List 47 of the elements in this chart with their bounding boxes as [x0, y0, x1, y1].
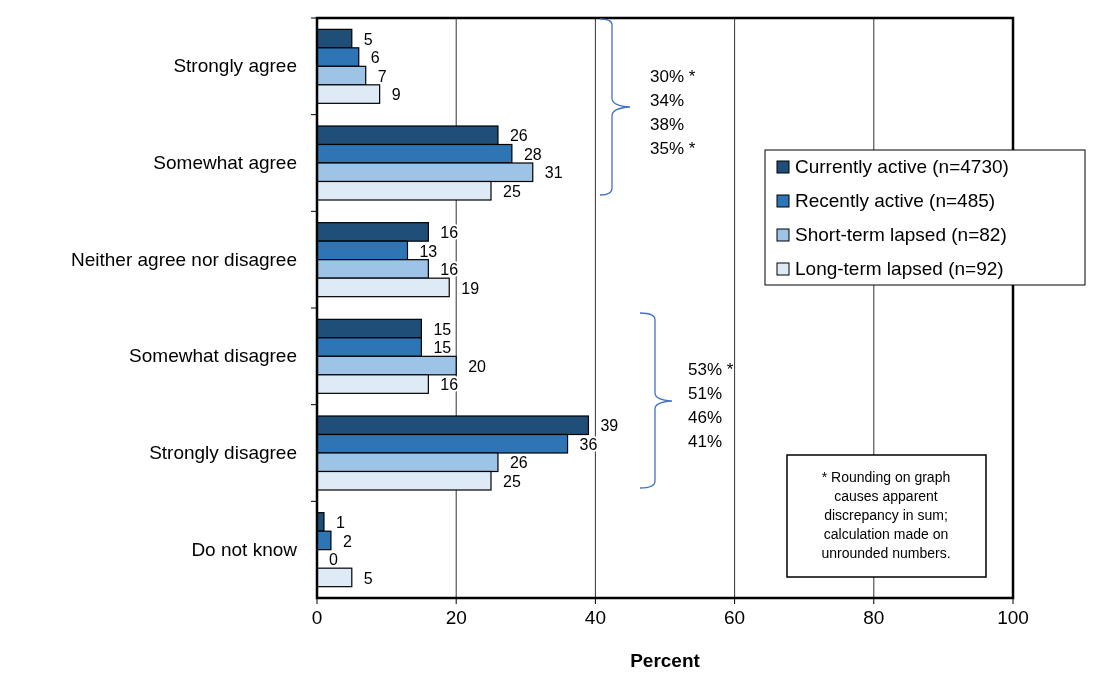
x-tick-label: 20 — [445, 607, 467, 628]
x-tick-label: 80 — [863, 607, 885, 628]
annotation: 46% — [688, 408, 723, 427]
legend-label: Long-term lapsed (n=92) — [795, 258, 1004, 280]
y-tick-label: Somewhat agree — [153, 152, 297, 174]
annotation: 30% * — [650, 67, 696, 86]
data-label: 28 — [523, 145, 542, 163]
x-tick-label: 60 — [724, 607, 746, 628]
data-label: 25 — [503, 182, 521, 200]
data-label: 19 — [461, 279, 480, 297]
x-axis-title: Percent — [630, 650, 701, 671]
x-tick-label: 100 — [997, 607, 1029, 628]
y-tick-label: Neither agree nor disagree — [70, 248, 297, 270]
annotation: 53% * — [688, 360, 734, 379]
data-label: 20 — [468, 357, 487, 375]
data-label: 13 — [419, 242, 438, 260]
legend-label: Recently active (n=485) — [795, 190, 996, 212]
data-label: 25 — [503, 472, 521, 490]
data-label: 5 — [363, 569, 373, 587]
data-label: 2 — [342, 532, 352, 550]
data-label: 26 — [509, 454, 528, 472]
data-label: 0 — [329, 551, 338, 569]
data-label: 7 — [377, 67, 387, 85]
data-label: 5 — [363, 30, 373, 48]
y-tick-label: Strongly agree — [173, 55, 297, 77]
data-label: 1 — [335, 514, 345, 532]
data-label: 26 — [509, 127, 528, 145]
data-label: 15 — [433, 320, 452, 338]
annotation: 38% — [650, 115, 685, 134]
annotation: 51% — [688, 384, 723, 403]
note-box: * Rounding on graph causes apparent discrepancy in sum; calculation made on unrounded numbers. — [786, 454, 987, 578]
legend-label: Currently active (n=4730) — [795, 156, 1009, 178]
annotation: * Rounding on graph causes apparent discrepancy in sum; calculation made on unrounded numbers. — [821, 469, 951, 561]
annotation: 34% — [650, 91, 685, 110]
annotation: 41% — [688, 432, 723, 451]
data-label: 9 — [391, 86, 401, 104]
x-tick-label: 0 — [311, 607, 323, 628]
legend-label: Short-term lapsed (n=82) — [795, 224, 1007, 246]
data-label: 31 — [544, 164, 563, 182]
y-tick-label: Do not know — [191, 538, 298, 560]
x-tick-label: 40 — [584, 607, 606, 628]
data-label: 15 — [433, 339, 452, 357]
data-label: 39 — [600, 417, 619, 435]
y-tick-label: Somewhat disagree — [129, 345, 297, 367]
y-tick-label: Strongly disagree — [149, 442, 297, 464]
annotation: 35% * — [650, 139, 696, 158]
data-label: 6 — [370, 49, 380, 67]
